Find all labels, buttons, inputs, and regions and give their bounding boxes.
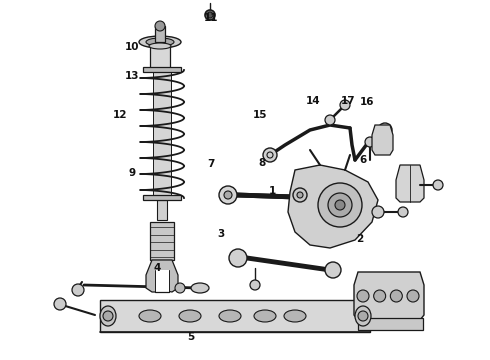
- Text: 15: 15: [252, 110, 267, 120]
- Bar: [153, 70, 171, 198]
- Text: 2: 2: [357, 234, 364, 244]
- Text: 5: 5: [188, 332, 195, 342]
- Text: 1: 1: [269, 186, 275, 196]
- Text: 9: 9: [129, 168, 136, 178]
- Bar: [358, 318, 423, 330]
- Circle shape: [325, 262, 341, 278]
- Text: 6: 6: [359, 155, 366, 165]
- Circle shape: [293, 188, 307, 202]
- Circle shape: [229, 249, 247, 267]
- Circle shape: [335, 200, 345, 210]
- Bar: [100, 300, 370, 332]
- Ellipse shape: [284, 310, 306, 322]
- Text: 10: 10: [125, 42, 140, 52]
- Circle shape: [155, 21, 165, 31]
- Ellipse shape: [179, 310, 201, 322]
- Text: 3: 3: [217, 229, 224, 239]
- Polygon shape: [288, 165, 378, 248]
- Ellipse shape: [355, 306, 371, 326]
- Circle shape: [325, 115, 335, 125]
- Circle shape: [175, 283, 185, 293]
- Text: 12: 12: [113, 110, 127, 120]
- Polygon shape: [396, 165, 424, 202]
- Circle shape: [340, 100, 350, 110]
- Circle shape: [263, 148, 277, 162]
- Text: 7: 7: [207, 159, 215, 169]
- Ellipse shape: [149, 43, 171, 49]
- Circle shape: [328, 193, 352, 217]
- Text: 13: 13: [125, 71, 140, 81]
- Bar: [155, 26, 165, 42]
- Ellipse shape: [139, 310, 161, 322]
- Circle shape: [219, 186, 237, 204]
- Circle shape: [103, 311, 113, 321]
- Ellipse shape: [191, 283, 209, 293]
- Text: 4: 4: [153, 263, 161, 273]
- Ellipse shape: [139, 36, 181, 48]
- Circle shape: [224, 191, 232, 199]
- Circle shape: [358, 311, 368, 321]
- Text: 11: 11: [203, 13, 218, 23]
- Circle shape: [205, 10, 215, 20]
- Circle shape: [357, 290, 369, 302]
- Circle shape: [297, 192, 303, 198]
- Text: 16: 16: [360, 96, 375, 107]
- Circle shape: [365, 137, 375, 147]
- Circle shape: [391, 290, 402, 302]
- Bar: [150, 222, 174, 260]
- Polygon shape: [146, 260, 178, 292]
- Circle shape: [407, 290, 419, 302]
- Circle shape: [207, 12, 213, 18]
- Bar: [150, 46, 170, 68]
- Circle shape: [54, 298, 66, 310]
- Text: 14: 14: [306, 96, 321, 106]
- Circle shape: [398, 207, 408, 217]
- Text: 8: 8: [259, 158, 266, 168]
- Bar: [155, 270, 169, 292]
- Polygon shape: [354, 272, 424, 320]
- Bar: [143, 195, 181, 200]
- Ellipse shape: [254, 310, 276, 322]
- Circle shape: [372, 206, 384, 218]
- Bar: [143, 67, 181, 72]
- Circle shape: [72, 284, 84, 296]
- Ellipse shape: [146, 38, 174, 46]
- Bar: [157, 200, 167, 220]
- Circle shape: [318, 183, 362, 227]
- Circle shape: [250, 280, 260, 290]
- Circle shape: [378, 123, 392, 137]
- Polygon shape: [372, 125, 393, 155]
- Ellipse shape: [219, 310, 241, 322]
- Text: 17: 17: [341, 96, 355, 106]
- Circle shape: [433, 180, 443, 190]
- Ellipse shape: [100, 306, 116, 326]
- Circle shape: [374, 290, 386, 302]
